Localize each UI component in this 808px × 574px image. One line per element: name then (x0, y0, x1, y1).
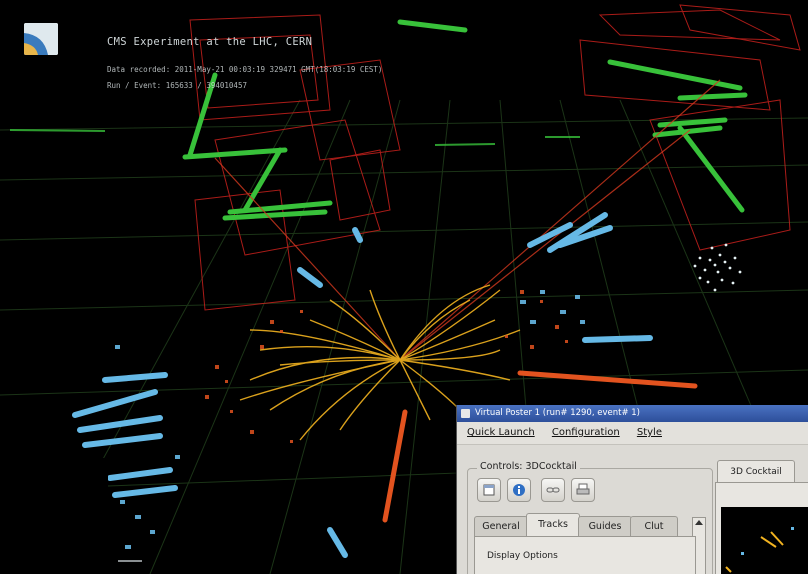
controls-group (467, 468, 713, 574)
info-button[interactable] (507, 478, 531, 502)
ecal-hits (205, 290, 568, 443)
menu-quick-launch[interactable]: Quick Launch (467, 427, 535, 438)
scroll-up-icon[interactable] (695, 520, 703, 525)
controls-label: Controls: 3DCocktail (477, 461, 580, 472)
ecal-towers (382, 370, 698, 523)
hcal-towers (72, 212, 653, 558)
print-icon (576, 483, 590, 495)
window-titlebar[interactable]: Virtual Poster 1 (run# 1290, event# 1) (457, 405, 808, 422)
menu-bar: Quick Launch Configuration Style (457, 422, 808, 445)
occluding-panel (0, 458, 108, 574)
print-button[interactable] (571, 478, 595, 502)
particle-tracks (239, 284, 521, 441)
menu-style[interactable]: Style (636, 427, 662, 438)
tab-tracks[interactable]: Tracks (526, 513, 580, 538)
menu-configuration[interactable]: Configuration (551, 427, 620, 438)
preview-hits (741, 527, 794, 555)
data-recorded-text: Data recorded: 2011-May-21 00:03:19 3294… (107, 65, 383, 74)
preview-tracks (725, 531, 784, 573)
run-event-text: Run / Event: 165633 / 394010457 (107, 81, 247, 90)
muon-segments (182, 19, 748, 221)
scale-bar (118, 560, 142, 562)
experiment-title: CMS Experiment at the LHC, CERN (107, 36, 313, 48)
hit-cluster (693, 243, 742, 292)
virtual-poster-window[interactable]: Virtual Poster 1 (run# 1290, event# 1) Q… (456, 405, 808, 574)
info-icon (513, 484, 525, 496)
link-button[interactable] (541, 478, 565, 502)
viewer-preview[interactable] (721, 507, 808, 574)
app-icon (461, 409, 470, 418)
link-icon (546, 487, 560, 493)
tab-guides[interactable]: Guides (578, 516, 632, 537)
window-title: Virtual Poster 1 (run# 1290, event# 1) (475, 408, 640, 418)
window-icon (483, 484, 495, 496)
cms-logo (24, 23, 58, 55)
tab-3d-cocktail[interactable]: 3D Cocktail (717, 460, 795, 483)
tab-clut[interactable]: Clut (630, 516, 678, 537)
window-button[interactable] (477, 478, 501, 502)
tab-general[interactable]: General (474, 516, 528, 537)
tab-pane (474, 536, 696, 574)
display-options-label: Display Options (487, 551, 558, 561)
muon-chamber-frames (189, 4, 801, 311)
